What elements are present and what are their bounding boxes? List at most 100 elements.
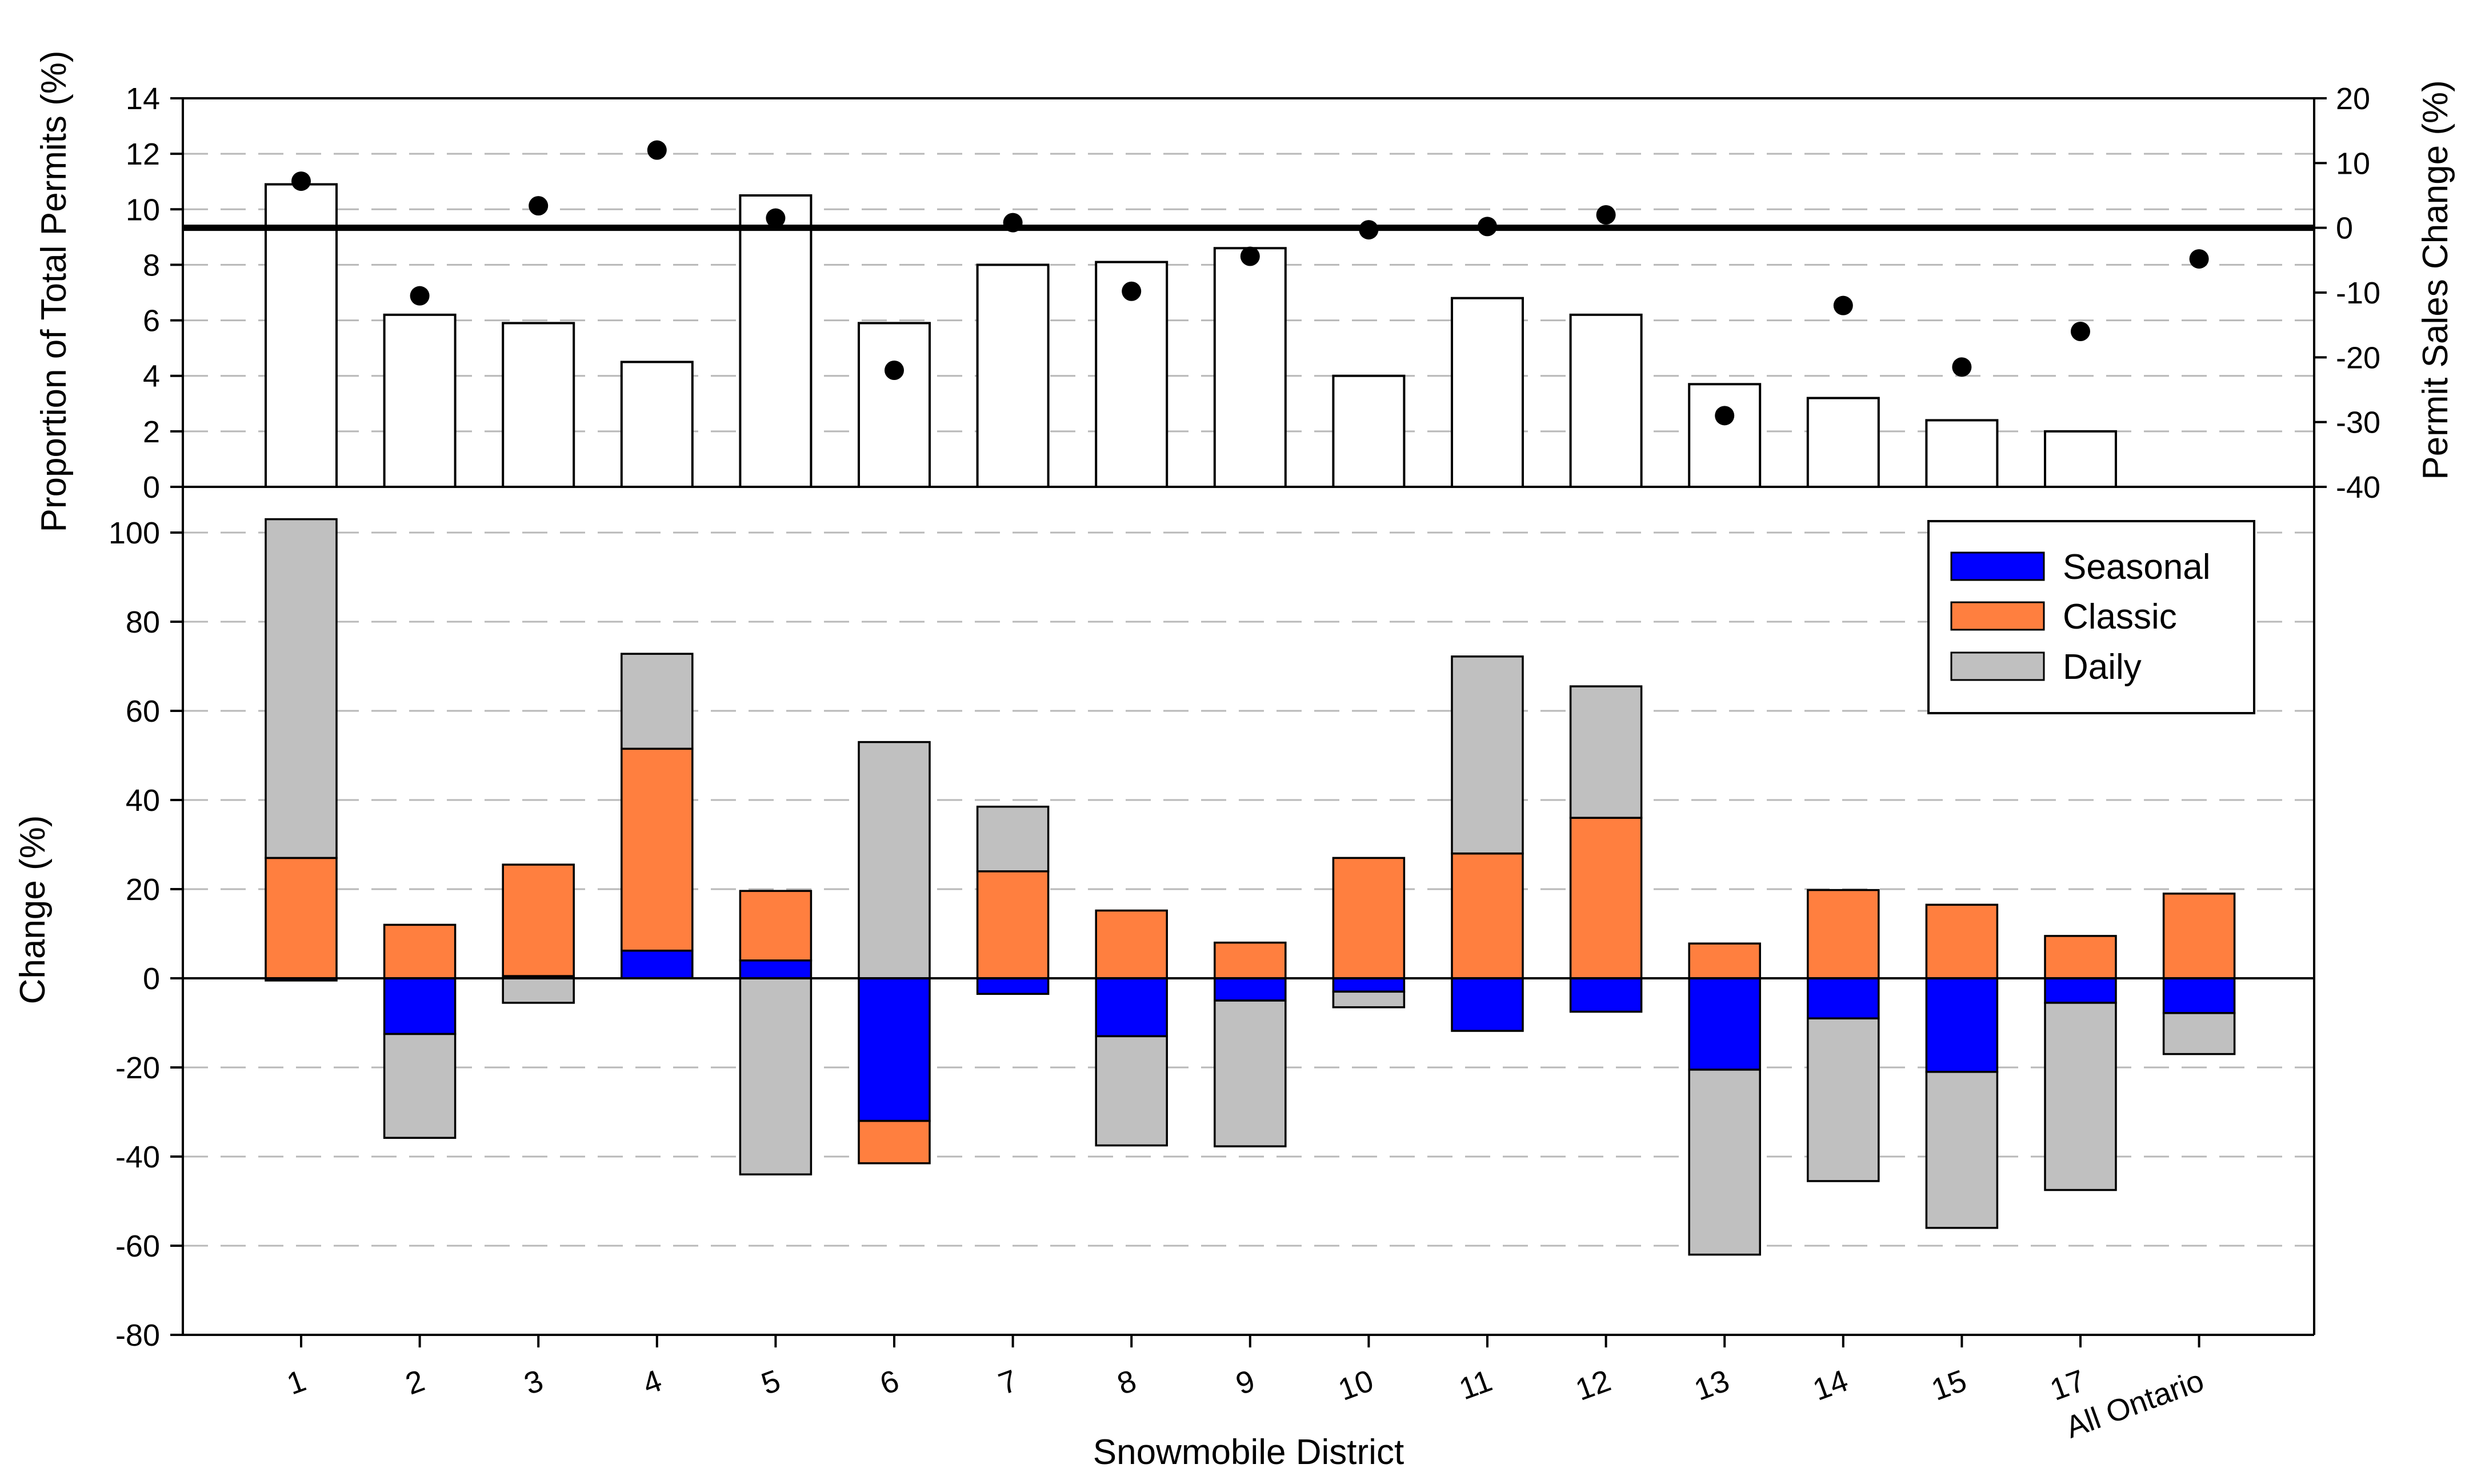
top-y-tick-label: 10 [126, 193, 160, 227]
top-bar [383, 313, 457, 488]
bar-classic [383, 923, 457, 979]
bar-seasonal [2044, 977, 2117, 1004]
bar-classic [1451, 852, 1524, 979]
bar-daily [1332, 990, 1406, 1009]
top-bars [265, 183, 2117, 489]
top-points [291, 140, 2209, 426]
bar-daily [858, 741, 931, 979]
x-tick-label: 1 [282, 1363, 310, 1402]
bar-classic [502, 863, 575, 977]
top-y-tick-label: 14 [126, 82, 160, 116]
bar-daily [502, 977, 575, 1004]
top-bar [502, 322, 575, 489]
x-tick-label: 11 [1455, 1363, 1496, 1407]
bar-daily [383, 1033, 457, 1139]
sales-change-point [1833, 295, 1853, 315]
legend-swatch-daily [1950, 651, 2045, 681]
bar-seasonal [2162, 977, 2236, 1014]
top-bar [1451, 297, 1524, 488]
x-tick-label: 5 [757, 1363, 785, 1402]
top-y2-tick-label: -10 [2336, 276, 2380, 310]
bar-seasonal [1214, 977, 1287, 1002]
axes [182, 97, 2315, 1336]
x-tick-label: 7 [994, 1363, 1022, 1402]
top-y-tick-label: 0 [143, 470, 160, 505]
bar-daily [1451, 655, 1524, 855]
top-y-tick-label: 2 [143, 415, 160, 449]
bar-daily [1688, 1069, 1761, 1256]
x-tick-label: 4 [638, 1363, 666, 1402]
bar-seasonal [1807, 977, 1880, 1019]
x-tick-label: 10 [1334, 1363, 1378, 1407]
sales-change-point [410, 286, 430, 306]
bar-daily [1925, 1071, 1999, 1229]
x-axis-label: Snowmobile District [1093, 1433, 1404, 1472]
top-bar [1569, 313, 1643, 488]
bar-classic [265, 857, 338, 979]
bar-classic [621, 747, 694, 952]
bar-classic [1095, 909, 1168, 979]
x-tick-label: All Ontario [2061, 1363, 2208, 1445]
bottom-y-tick-label: 100 [109, 516, 160, 550]
legend-swatch-classic [1950, 601, 2045, 631]
bottom-y-axis-label: Change (%) [13, 815, 53, 1005]
bottom-y-tick-label: 40 [126, 783, 160, 818]
x-tick-label: 9 [1231, 1363, 1259, 1402]
top-left-axis-label: Proportion of Total Permits (%) [34, 50, 74, 532]
sales-change-point [1715, 406, 1735, 426]
bottom-y-tick-label: -40 [115, 1140, 160, 1174]
top-bar [739, 194, 813, 488]
bottom-y-tick-label: 20 [126, 873, 160, 907]
top-y2-tick-label: -20 [2336, 341, 2380, 375]
bottom-y-tick-label: 80 [126, 605, 160, 639]
x-tick-label: 13 [1690, 1363, 1734, 1407]
bottom-y-tick-label: 0 [143, 962, 160, 996]
x-tick-label: 2 [401, 1363, 429, 1402]
sales-change-point [885, 361, 904, 380]
top-y-tick-label: 12 [126, 137, 160, 171]
legend-label-daily: Daily [2063, 647, 2142, 687]
sales-change-point [766, 208, 786, 228]
bar-seasonal [621, 949, 694, 979]
top-y2-tick-label: -40 [2336, 470, 2380, 505]
top-bar [1332, 374, 1406, 489]
bottom-bars [265, 518, 2236, 1256]
top-bar [1806, 397, 1880, 488]
sales-change-point [2071, 322, 2090, 341]
x-tick-label: 8 [1113, 1363, 1141, 1402]
legend-swatch-seasonal [1950, 551, 2045, 581]
top-y-tick-label: 8 [143, 248, 160, 282]
x-tick-label: 17 [2046, 1363, 2090, 1407]
bar-seasonal [383, 977, 457, 1035]
bar-seasonal [1925, 977, 1999, 1073]
top-bar [2044, 430, 2117, 488]
bar-classic [1569, 817, 1643, 979]
bar-classic [1688, 942, 1761, 979]
sales-change-point [1596, 205, 1616, 225]
top-bar [858, 322, 931, 489]
bar-daily [2162, 1012, 2236, 1055]
sales-change-point [291, 171, 311, 191]
bar-daily [1214, 999, 1287, 1147]
sales-change-point [1240, 246, 1260, 266]
top-y2-tick-label: 20 [2336, 82, 2370, 116]
bar-daily [1569, 685, 1643, 819]
sales-change-point [529, 196, 549, 216]
top-y-tick-label: 6 [143, 304, 160, 338]
x-tick-label: 3 [520, 1363, 548, 1402]
x-tick-label: 14 [1808, 1363, 1852, 1407]
bar-classic [858, 1119, 931, 1165]
bar-classic [1214, 941, 1287, 979]
top-right-axis-label: Permit Sales Change (%) [2416, 80, 2455, 480]
sales-change-point [1122, 281, 1142, 301]
sales-change-point [1952, 357, 1972, 377]
bottom-y-tick-label: 60 [126, 694, 160, 729]
bar-classic [2162, 893, 2236, 979]
sales-change-point [2189, 249, 2209, 269]
bar-daily [621, 653, 694, 750]
legend-label-classic: Classic [2063, 597, 2177, 637]
bar-classic [976, 870, 1050, 979]
top-bar [620, 361, 694, 489]
top-y2-tick-label: 10 [2336, 146, 2370, 181]
